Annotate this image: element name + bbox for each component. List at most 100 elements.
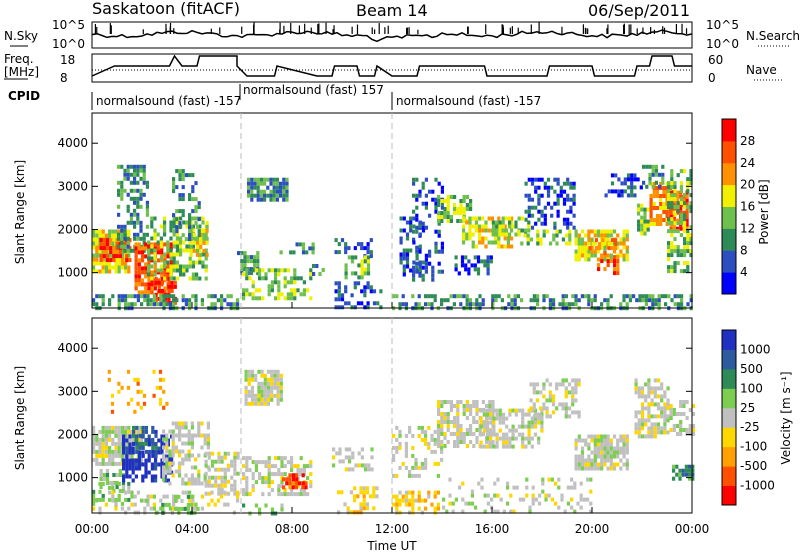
range-gate-cell [135, 449, 139, 454]
range-gate-cell [171, 437, 175, 442]
range-gate-cell [312, 264, 316, 268]
range-gate-cell [153, 252, 157, 257]
range-gate-cell [487, 216, 491, 221]
range-gate-cell [165, 461, 169, 466]
range-gate-cell [122, 474, 126, 479]
range-gate-cell [488, 404, 492, 408]
range-gate-cell [409, 220, 413, 225]
range-gate-cell [409, 224, 413, 229]
range-gate-cell [309, 268, 313, 273]
range-gate-cell [293, 280, 297, 285]
range-gate-cell [543, 221, 547, 226]
range-gate-cell [499, 497, 503, 502]
range-gate-cell [168, 302, 172, 307]
range-gate-cell [584, 253, 588, 258]
range-gate-cell [269, 189, 273, 194]
range-gate-cell [412, 260, 416, 265]
range-gate-cell [154, 462, 158, 467]
range-gate-cell [510, 220, 514, 225]
range-gate-cell [436, 461, 440, 466]
range-gate-cell [245, 456, 249, 461]
range-gate-cell [120, 265, 124, 270]
range-gate-cell [147, 252, 151, 257]
range-gate-cell [473, 263, 477, 268]
range-gate-cell [256, 185, 260, 190]
range-gate-cell [607, 246, 611, 251]
range-gate-cell [625, 446, 629, 451]
range-gate-cell [459, 428, 463, 432]
range-gate-cell [220, 490, 224, 495]
range-gate-cell [683, 221, 687, 226]
range-gate-cell [623, 177, 627, 182]
range-gate-cell [405, 220, 410, 225]
range-gate-cell [140, 254, 145, 259]
range-gate-cell [140, 498, 144, 503]
range-gate-cell [675, 198, 680, 203]
range-gate-cell [92, 253, 96, 258]
range-gate-cell [490, 240, 494, 245]
range-gate-cell [568, 302, 572, 307]
range-gate-cell [676, 253, 680, 258]
range-gate-cell [139, 164, 143, 169]
range-gate-cell [622, 450, 626, 455]
range-gate-cell [250, 377, 255, 382]
range-gate-cell [197, 201, 201, 206]
range-gate-cell [494, 228, 498, 233]
range-gate-cell [120, 385, 124, 390]
range-gate-cell [159, 294, 163, 299]
range-gate-cell [415, 229, 419, 234]
range-gate-cell [402, 264, 406, 269]
range-gate-cell [124, 265, 128, 270]
range-gate-cell [136, 232, 140, 237]
range-gate-cell [663, 394, 667, 399]
range-gate-cell [136, 236, 140, 241]
range-gate-cell [108, 457, 112, 462]
range-gate-cell [574, 458, 578, 463]
range-gate-cell [187, 449, 191, 454]
range-gate-cell [247, 377, 251, 382]
range-gate-cell [277, 288, 281, 293]
range-gate-cell [178, 173, 182, 178]
range-gate-cell [180, 506, 184, 511]
range-gate-cell [122, 458, 126, 463]
range-gate-cell [646, 207, 650, 212]
range-gate-cell [299, 292, 303, 297]
range-gate-cell [257, 397, 261, 402]
range-gate-cell [412, 240, 416, 245]
range-gate-cell [171, 445, 175, 450]
range-gate-cell [610, 173, 615, 178]
range-gate-cell [529, 298, 533, 303]
range-gate-cell [266, 369, 271, 374]
range-gate-cell [507, 302, 511, 307]
range-gate-cell [126, 192, 130, 197]
range-gate-cell [207, 455, 211, 460]
range-gate-cell [427, 294, 431, 299]
range-gate-cell [181, 457, 185, 462]
range-gate-cell [367, 467, 371, 472]
range-gate-cell [120, 164, 124, 169]
range-gate-cell [108, 269, 112, 274]
range-gate-cell [111, 425, 115, 430]
range-gate-cell [440, 404, 444, 408]
range-gate-cell [155, 385, 159, 390]
range-gate-cell [593, 442, 597, 447]
range-gate-cell [648, 176, 652, 181]
range-gate-cell [505, 416, 509, 421]
range-gate-cell [433, 294, 437, 299]
range-gate-cell [288, 477, 292, 482]
range-gate-cell [151, 453, 155, 458]
range-gate-cell [574, 438, 578, 443]
range-gate-cell [184, 298, 188, 303]
range-gate-cell [616, 263, 620, 268]
range-gate-cell [184, 425, 188, 430]
range-gate-cell [286, 492, 290, 497]
range-gate-cell [182, 268, 186, 273]
range-gate-cell [220, 483, 224, 488]
range-gate-cell [609, 241, 613, 246]
range-gate-cell [616, 245, 620, 250]
range-gate-cell [398, 465, 402, 470]
range-gate-cell [299, 488, 303, 493]
range-gate-cell [236, 494, 240, 499]
range-gate-cell [533, 408, 538, 413]
range-gate-cell [349, 490, 353, 495]
